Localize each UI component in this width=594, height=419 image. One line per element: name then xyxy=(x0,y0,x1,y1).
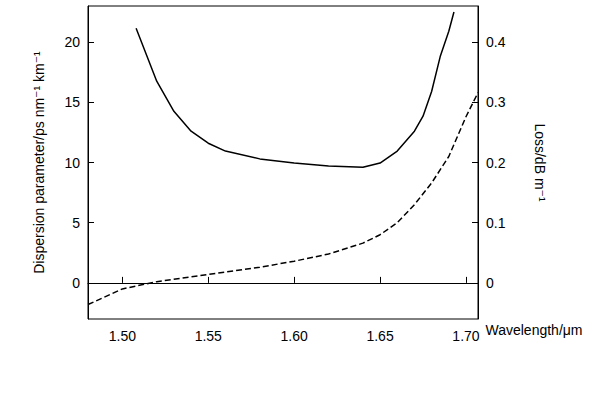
svg-text:0.4: 0.4 xyxy=(486,34,506,50)
svg-text:0.1: 0.1 xyxy=(486,215,506,231)
svg-text:Dispersion parameter/ps nm⁻¹ k: Dispersion parameter/ps nm⁻¹ km⁻¹ xyxy=(31,51,47,274)
svg-text:5: 5 xyxy=(72,215,80,231)
svg-text:10: 10 xyxy=(64,155,80,171)
svg-text:15: 15 xyxy=(64,94,80,110)
svg-text:0: 0 xyxy=(486,275,494,291)
svg-text:Loss/dB m⁻¹: Loss/dB m⁻¹ xyxy=(532,123,548,202)
svg-text:1.60: 1.60 xyxy=(281,328,308,344)
svg-text:1.70: 1.70 xyxy=(452,328,479,344)
svg-text:1.50: 1.50 xyxy=(109,328,136,344)
svg-text:1.55: 1.55 xyxy=(195,328,222,344)
svg-text:20: 20 xyxy=(64,34,80,50)
svg-text:0.3: 0.3 xyxy=(486,94,506,110)
svg-text:0.2: 0.2 xyxy=(486,155,506,171)
svg-text:Wavelength/μm: Wavelength/μm xyxy=(485,322,582,338)
svg-text:0: 0 xyxy=(72,275,80,291)
svg-text:1.65: 1.65 xyxy=(366,328,393,344)
